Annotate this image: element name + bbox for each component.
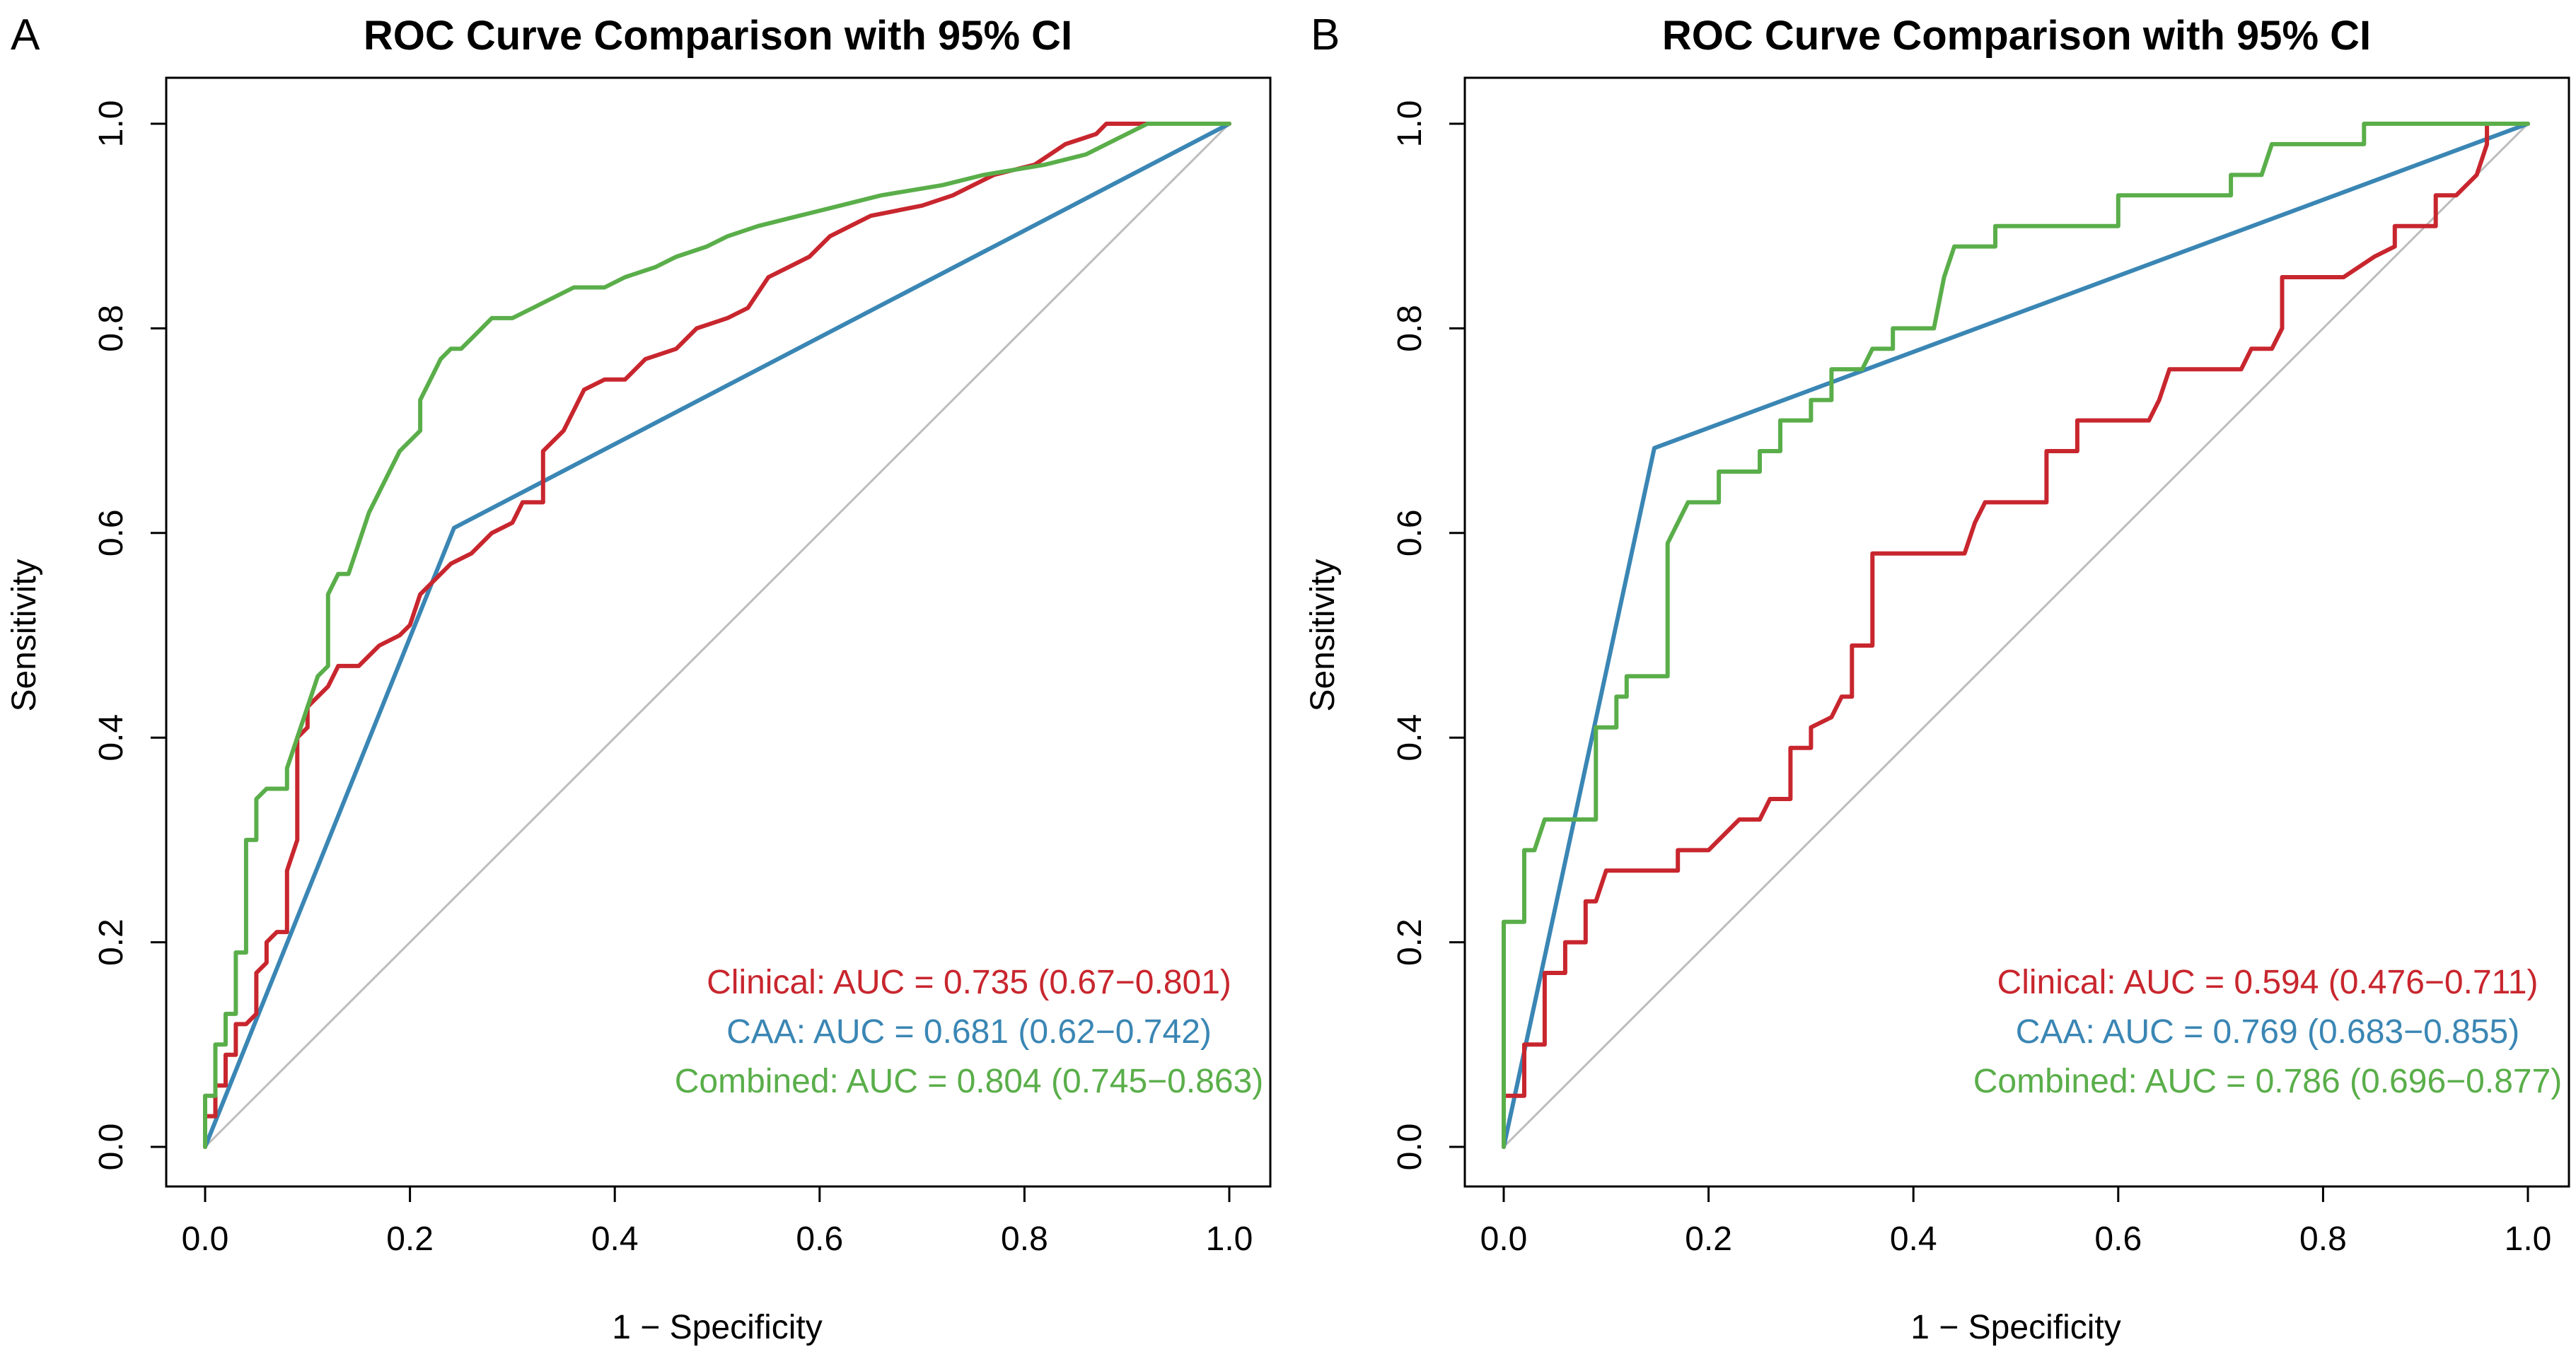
legend-entry-clinical: Clinical: AUC = 0.594 (0.476−0.711) bbox=[1997, 964, 2539, 1001]
y-tick-label: 0.2 bbox=[93, 918, 130, 966]
x-tick-label: 0.6 bbox=[796, 1220, 843, 1258]
legend-entry-clinical: Clinical: AUC = 0.735 (0.67−0.801) bbox=[707, 964, 1231, 1001]
x-tick-label: 0.0 bbox=[182, 1220, 229, 1258]
y-tick-label: 0.2 bbox=[1391, 918, 1429, 966]
x-tick-label: 0.8 bbox=[1001, 1220, 1048, 1258]
y-tick-label: 0.0 bbox=[93, 1124, 130, 1171]
x-tick-label: 1.0 bbox=[2505, 1220, 2552, 1258]
y-tick-label: 0.8 bbox=[93, 305, 130, 352]
y-axis-title: Sensitivity bbox=[1304, 559, 1342, 711]
legend-entry-caa: CAA: AUC = 0.681 (0.62−0.742) bbox=[726, 1013, 1212, 1051]
x-tick-label: 0.2 bbox=[1685, 1220, 1732, 1258]
y-tick-label: 0.6 bbox=[93, 509, 130, 556]
x-tick-label: 0.0 bbox=[1480, 1220, 1528, 1258]
y-tick-label: 0.4 bbox=[93, 714, 130, 762]
x-tick-label: 0.4 bbox=[1890, 1220, 1937, 1258]
legend: Clinical: AUC = 0.735 (0.67−0.801) CAA: A… bbox=[675, 964, 1264, 1100]
roc-panel-a: A ROC Curve Comparison with 95% CI0.0 0.2 0… bbox=[6, 11, 1272, 1346]
y-axis: 0.0 0.2 0.4 0.6 0.8 1.0 Sensitivity bbox=[6, 100, 168, 1171]
panel-letter: A bbox=[11, 11, 40, 59]
reference-diagonal-line bbox=[1502, 122, 2529, 1148]
x-tick-label: 0.4 bbox=[591, 1220, 639, 1258]
x-tick-label: 0.2 bbox=[386, 1220, 434, 1258]
y-tick-label: 0.6 bbox=[1391, 509, 1429, 556]
y-tick-label: 0.0 bbox=[1391, 1124, 1429, 1171]
plot-title: ROC Curve Comparison with 95% CI bbox=[364, 13, 1072, 59]
x-axis-title: 1 − Specificity bbox=[1910, 1309, 2120, 1346]
y-tick-label: 0.8 bbox=[1391, 305, 1429, 352]
roc-curve-combined bbox=[203, 122, 1231, 1149]
x-tick-label: 0.8 bbox=[2299, 1220, 2347, 1258]
x-axis-title: 1 − Specificity bbox=[612, 1309, 822, 1346]
y-tick-label: 1.0 bbox=[1391, 100, 1429, 148]
x-axis: 0.0 0.2 0.4 0.6 0.8 1.0 1 − Specificity bbox=[1480, 1185, 2552, 1346]
roc-curve-caa bbox=[203, 122, 1231, 1149]
y-axis-title: Sensitivity bbox=[6, 559, 43, 711]
panel-letter: B bbox=[1311, 11, 1340, 59]
x-tick-label: 0.6 bbox=[2094, 1220, 2142, 1258]
y-tick-label: 1.0 bbox=[93, 100, 130, 148]
y-axis: 0.0 0.2 0.4 0.6 0.8 1.0 Sensitivity bbox=[1304, 100, 1466, 1171]
roc-curve-combined bbox=[1502, 122, 2530, 1149]
y-tick-label: 0.4 bbox=[1391, 714, 1429, 762]
reference-diagonal-line bbox=[204, 122, 1231, 1148]
roc-curve-clinical bbox=[203, 122, 1231, 1149]
legend-entry-caa: CAA: AUC = 0.769 (0.683−0.855) bbox=[2016, 1013, 2519, 1051]
plot-title: ROC Curve Comparison with 95% CI bbox=[1662, 13, 2371, 59]
legend-entry-combined: Combined: AUC = 0.786 (0.696−0.877) bbox=[1973, 1063, 2563, 1100]
legend-entry-combined: Combined: AUC = 0.804 (0.745−0.863) bbox=[675, 1063, 1264, 1100]
x-axis: 0.0 0.2 0.4 0.6 0.8 1.0 1 − Specificity bbox=[182, 1185, 1253, 1346]
roc-curve-caa bbox=[1502, 122, 2530, 1149]
x-tick-label: 1.0 bbox=[1206, 1220, 1253, 1258]
legend: Clinical: AUC = 0.594 (0.476−0.711) CAA: … bbox=[1973, 964, 2563, 1100]
roc-panel-b: B ROC Curve Comparison with 95% CI0.0 0.2 0… bbox=[1304, 11, 2570, 1346]
roc-curve-clinical bbox=[1502, 122, 2530, 1149]
